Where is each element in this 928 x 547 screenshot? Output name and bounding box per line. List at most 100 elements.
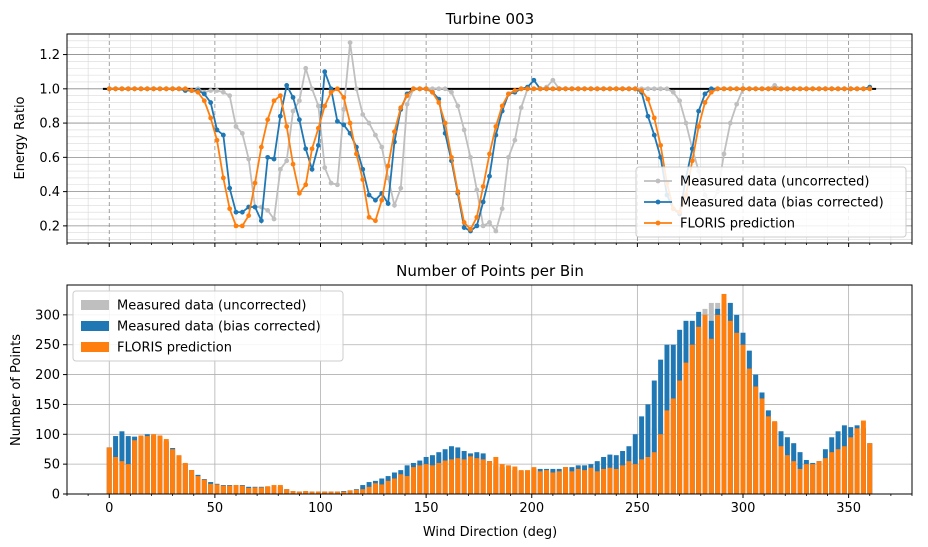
bar-2: [366, 486, 372, 494]
legend-label: FLORIS prediction: [117, 341, 232, 356]
data-point: [632, 86, 638, 92]
data-point: [398, 105, 404, 111]
y-tick-label: 250: [35, 338, 60, 353]
data-point: [474, 187, 480, 193]
data-point: [373, 197, 378, 203]
bar-2: [480, 459, 486, 494]
data-point: [398, 185, 404, 191]
bar-2: [829, 452, 835, 494]
data-point: [430, 89, 435, 95]
bar-2: [791, 461, 797, 494]
bar-2: [715, 314, 721, 494]
data-point: [106, 86, 112, 92]
data-point: [182, 86, 188, 92]
data-point: [385, 201, 391, 206]
data-point: [227, 185, 233, 191]
bar-2: [506, 465, 511, 494]
bar-2: [265, 486, 271, 494]
data-point: [746, 86, 752, 92]
bar-2: [176, 455, 182, 494]
data-point: [772, 86, 778, 92]
bar-2: [499, 464, 505, 494]
data-point: [303, 146, 309, 152]
legend-swatch: [81, 321, 109, 331]
data-point: [315, 125, 321, 131]
data-point: [556, 86, 562, 92]
data-point: [721, 151, 727, 157]
data-point: [430, 86, 435, 92]
data-point: [214, 137, 220, 143]
data-point: [163, 86, 169, 92]
legend-marker: [655, 178, 661, 184]
data-point: [639, 88, 644, 93]
data-point: [689, 158, 695, 164]
data-point: [227, 93, 233, 99]
data-point: [772, 82, 778, 88]
data-point: [157, 86, 163, 92]
bar-2: [284, 489, 290, 494]
bar-2: [138, 435, 144, 494]
bar-2: [594, 471, 600, 494]
data-point: [423, 86, 429, 92]
bar-2: [303, 491, 309, 494]
data-point: [531, 86, 537, 92]
data-point: [436, 86, 442, 92]
legend-box: [635, 166, 907, 238]
bar-2: [670, 398, 676, 494]
data-point: [290, 161, 296, 167]
bar-2: [683, 362, 689, 494]
data-point: [493, 228, 499, 234]
x-tick-label: 150: [414, 501, 439, 516]
bar-2: [410, 467, 416, 494]
legend-marker: [655, 220, 661, 226]
data-point: [392, 202, 397, 208]
legend-swatch: [81, 300, 109, 310]
data-point: [233, 223, 239, 229]
legend-marker: [655, 199, 661, 205]
legend-label: Measured data (uncorrected): [117, 299, 306, 314]
bar-2: [252, 487, 258, 494]
data-point: [582, 86, 587, 92]
data-point: [271, 156, 277, 162]
data-point: [797, 86, 803, 92]
data-point: [309, 166, 315, 172]
y-tick-label: 0.4: [39, 185, 60, 200]
data-point: [176, 86, 182, 92]
data-point: [303, 182, 309, 188]
bar-2: [119, 461, 125, 494]
data-point: [360, 177, 366, 183]
data-point: [132, 86, 138, 92]
bar-2: [525, 470, 530, 494]
data-point: [214, 88, 220, 93]
data-point: [373, 218, 378, 224]
data-point: [277, 93, 283, 99]
bar-2: [132, 440, 138, 494]
data-point: [645, 96, 651, 102]
data-point: [455, 189, 461, 195]
data-point: [246, 213, 252, 218]
data-point: [404, 93, 410, 99]
data-point: [315, 103, 321, 109]
data-point: [360, 112, 366, 117]
data-point: [816, 86, 822, 92]
data-point: [328, 180, 334, 186]
data-point: [277, 166, 283, 172]
bar-2: [626, 461, 632, 494]
data-point: [220, 132, 226, 138]
bar-2: [860, 420, 866, 494]
bar-2: [455, 458, 461, 494]
bar-2: [296, 491, 302, 494]
data-point: [613, 86, 619, 92]
data-point: [493, 124, 499, 129]
data-point: [449, 154, 454, 160]
bar-2: [309, 491, 315, 494]
data-point: [651, 132, 657, 138]
energy-ratio-chart: Turbine 003 0.2 0.4 0.6 0.8 1.0 1.2 Energy Ra…: [13, 10, 913, 247]
y-tick-label: 200: [35, 368, 60, 383]
data-point: [765, 86, 771, 92]
data-point: [740, 86, 746, 92]
data-point: [468, 226, 473, 232]
bar-2: [632, 464, 638, 494]
data-point: [518, 105, 524, 111]
